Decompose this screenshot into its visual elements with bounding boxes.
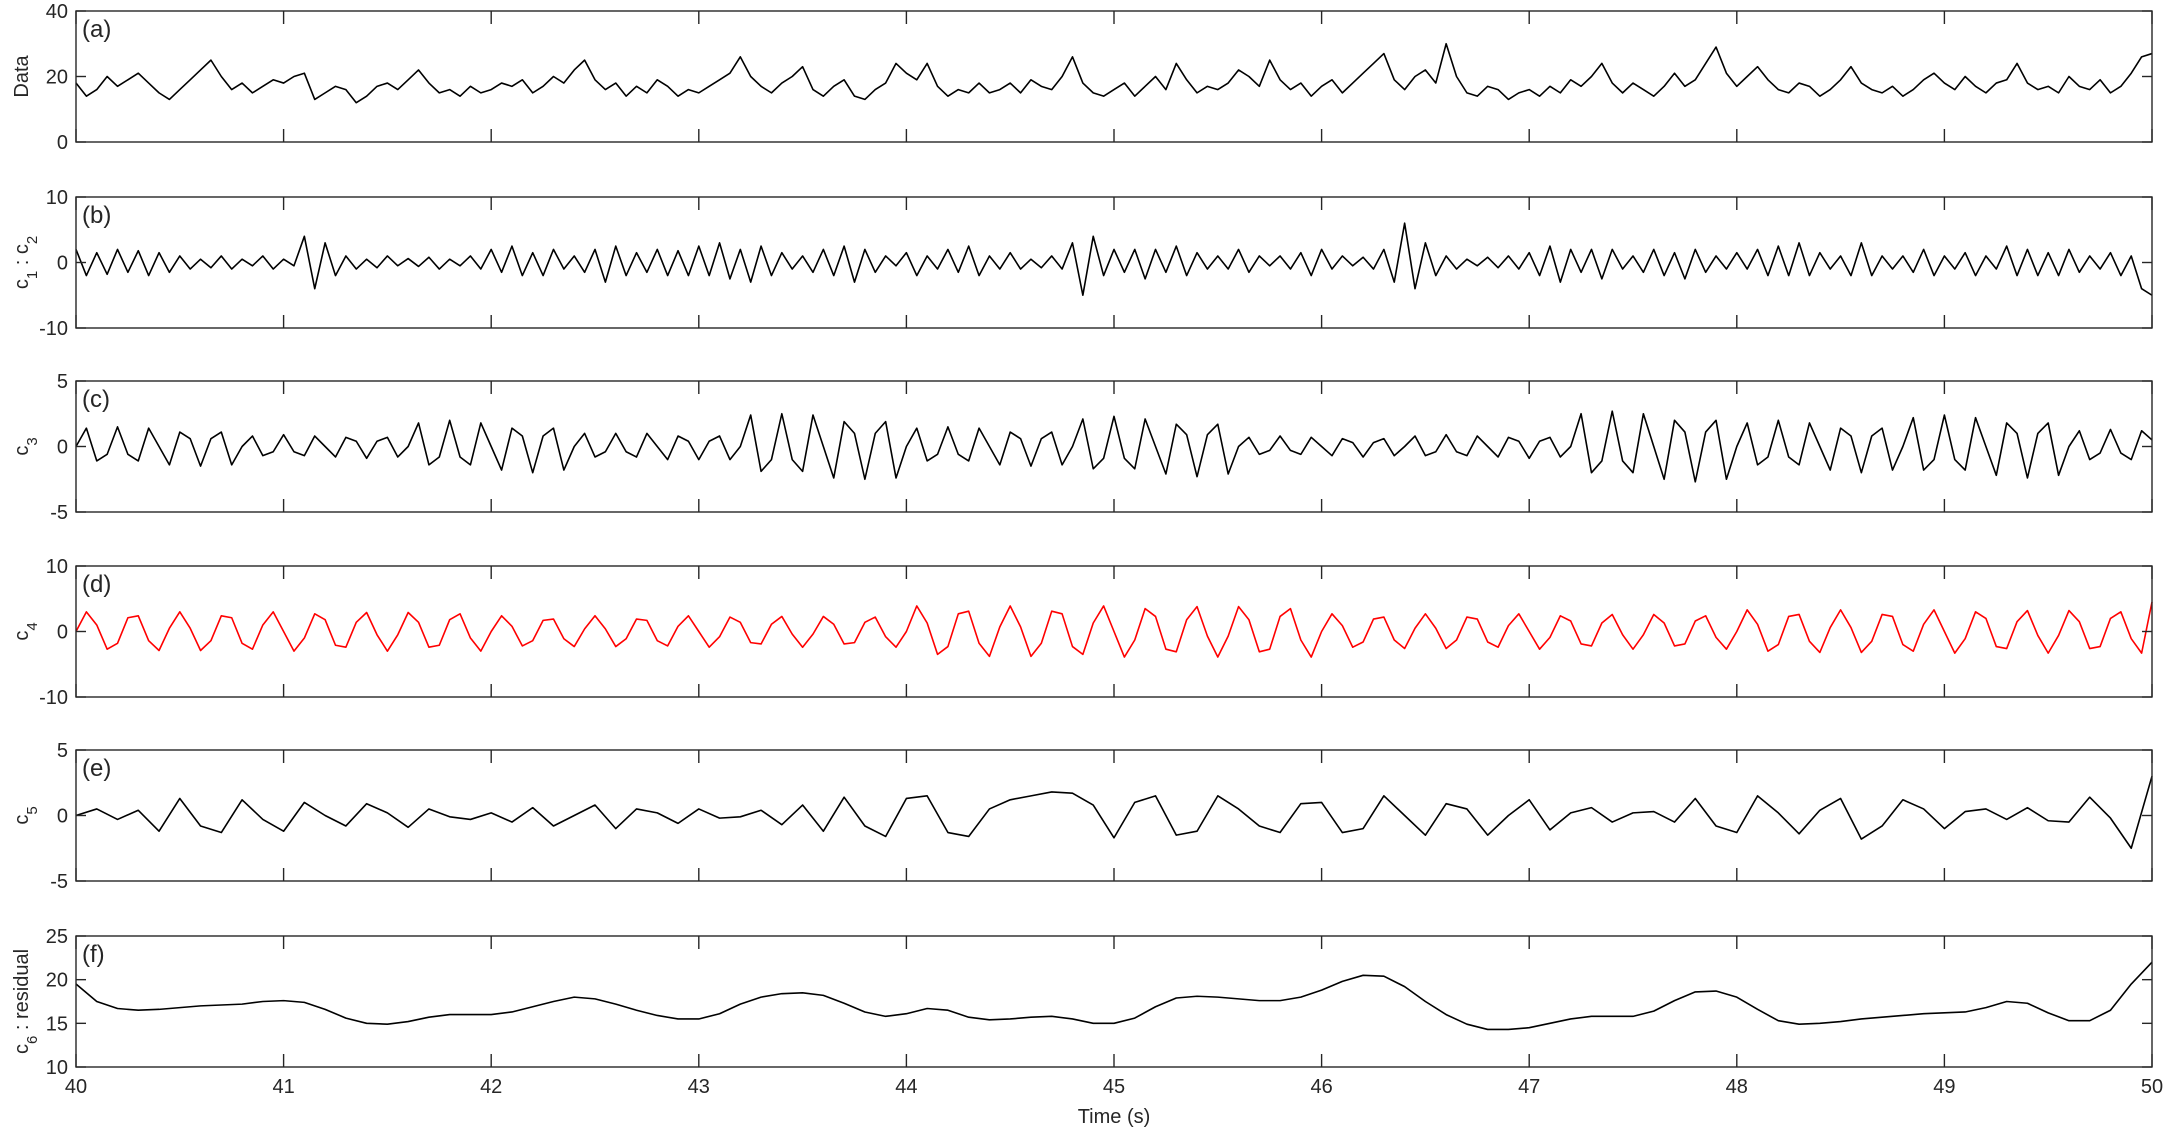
- y-axis-label-part: 4: [24, 622, 41, 630]
- y-tick-label: 10: [46, 1057, 68, 1079]
- y-axis-label-part: c: [11, 631, 33, 641]
- y-tick-label: 10: [46, 556, 68, 578]
- x-tick-label: 46: [1310, 1076, 1332, 1098]
- y-tick-label: -10: [39, 687, 68, 709]
- x-tick-label: 40: [65, 1076, 87, 1098]
- signal-line: [75, 601, 2153, 658]
- x-axis-label: Time (s): [1078, 1106, 1151, 1128]
- x-tick-label: 47: [1518, 1076, 1540, 1098]
- y-tick-label: 20: [46, 970, 68, 992]
- x-tick-label: 44: [895, 1076, 917, 1098]
- axes-frame: [75, 380, 2153, 513]
- y-axis-label: c5: [11, 806, 41, 824]
- x-tick-label: 50: [2141, 1076, 2163, 1098]
- x-tick-label: 45: [1103, 1076, 1125, 1098]
- panel-label: (f): [82, 941, 105, 968]
- y-tick-label: 0: [57, 132, 68, 154]
- y-tick-label: -5: [50, 502, 68, 524]
- y-axis-label-part: c: [11, 1044, 33, 1054]
- x-tick-label: 41: [272, 1076, 294, 1098]
- y-axis-label-part: c: [11, 279, 33, 289]
- y-axis-label-part: 3: [24, 437, 41, 445]
- signal-line: [75, 222, 2153, 297]
- y-tick-label: 25: [46, 926, 68, 948]
- panel-label: (a): [82, 16, 111, 43]
- y-tick-label: 5: [57, 371, 68, 393]
- x-tick-label: 48: [1726, 1076, 1748, 1098]
- x-tick-label: 43: [688, 1076, 710, 1098]
- y-tick-label: 5: [57, 740, 68, 762]
- signal-line: [75, 961, 2153, 1031]
- y-tick-label: 40: [46, 1, 68, 23]
- x-tick-label: 49: [1933, 1076, 1955, 1098]
- x-tick-label: 42: [480, 1076, 502, 1098]
- y-axis-label-part: : residual: [11, 949, 33, 1036]
- y-tick-label: -5: [50, 871, 68, 893]
- y-axis-label-part: 1: [24, 271, 41, 279]
- y-tick-label: 15: [46, 1013, 68, 1035]
- y-tick-label: 10: [46, 187, 68, 209]
- signal-line: [75, 42, 2153, 104]
- signal-line: [75, 410, 2153, 483]
- y-axis-label-part: c: [11, 815, 33, 825]
- panel-label: (b): [82, 202, 111, 229]
- y-axis-label-part: 2: [24, 236, 41, 244]
- y-tick-label: -10: [39, 318, 68, 340]
- panel-label: (d): [82, 571, 111, 598]
- y-axis-label: c4: [11, 622, 41, 640]
- y-axis-label-part: 6: [24, 1036, 41, 1044]
- axes-frame: [75, 749, 2153, 882]
- y-axis-label: c6 : residual: [11, 949, 41, 1054]
- y-axis-label: Data: [11, 55, 33, 98]
- axes-frame: [75, 196, 2153, 329]
- panel-label: (e): [82, 755, 111, 782]
- signal-line: [75, 775, 2153, 850]
- y-axis-label-part: c: [11, 446, 33, 456]
- y-axis-label-part: Data: [11, 55, 33, 98]
- y-axis-label-part: : c: [11, 244, 33, 271]
- y-tick-label: 0: [57, 253, 68, 275]
- y-axis-label-part: 5: [24, 806, 41, 814]
- y-tick-label: 0: [57, 437, 68, 459]
- panel-label: (c): [82, 386, 110, 413]
- y-tick-label: 0: [57, 622, 68, 644]
- axes-frame: [75, 935, 2153, 1068]
- y-tick-label: 0: [57, 806, 68, 828]
- y-tick-label: 20: [46, 67, 68, 89]
- axes-frame: [75, 10, 2153, 143]
- y-axis-label: c1 : c2: [11, 236, 41, 289]
- y-axis-label: c3: [11, 437, 41, 455]
